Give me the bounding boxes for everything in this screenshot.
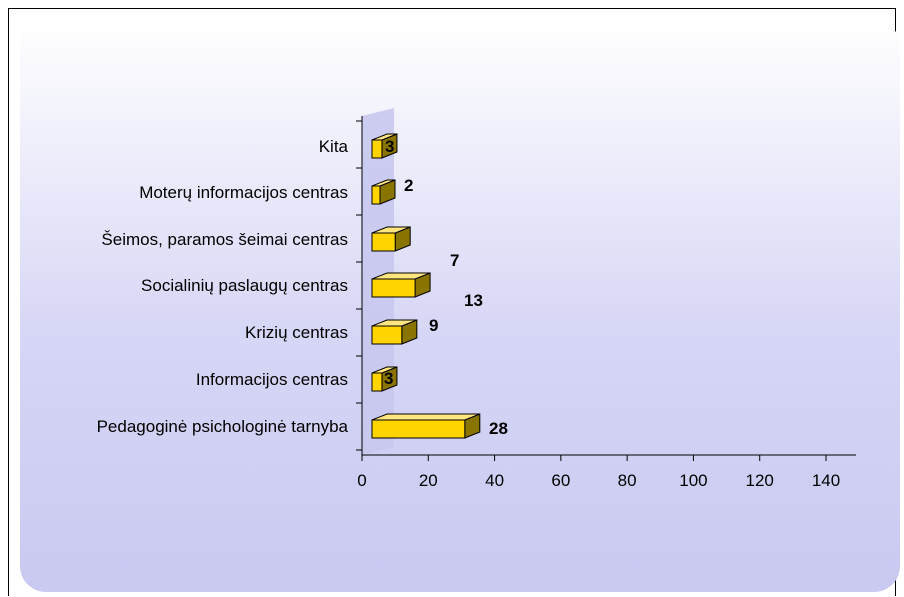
bar bbox=[371, 226, 411, 252]
bar-front bbox=[371, 278, 416, 298]
category-label: Kita bbox=[319, 137, 349, 156]
x-tick-label: 40 bbox=[485, 471, 504, 490]
bar bbox=[371, 133, 398, 159]
plot-background bbox=[20, 20, 900, 592]
data-label: 7 bbox=[450, 251, 459, 270]
category-label: Socialinių paslaugų centras bbox=[141, 276, 348, 295]
labels: Pedagoginė psichologinė tarnyba 28 Informa… bbox=[97, 137, 508, 438]
bar bbox=[371, 319, 418, 345]
data-label: 13 bbox=[464, 291, 483, 310]
category-label: Pedagoginė psichologinė tarnyba bbox=[97, 417, 349, 436]
x-tick-label: 0 bbox=[357, 471, 366, 490]
data-label: 2 bbox=[404, 176, 413, 195]
x-tick-label: 80 bbox=[618, 471, 637, 490]
bar-front bbox=[371, 139, 383, 159]
data-label: 9 bbox=[429, 316, 438, 335]
x-tick-label: 140 bbox=[812, 471, 840, 490]
bar bbox=[371, 272, 431, 298]
bars bbox=[371, 133, 481, 439]
bar-front bbox=[371, 232, 396, 252]
category-label: Moterų informacijos centras bbox=[139, 183, 348, 202]
axes: 0 20 40 60 80 100 120 140 bbox=[356, 116, 856, 490]
category-label: Šeimos, paramos šeimai centras bbox=[101, 230, 348, 249]
data-label: 28 bbox=[489, 419, 508, 438]
bar-front bbox=[371, 419, 466, 439]
bar bbox=[371, 179, 396, 205]
bar-front bbox=[371, 325, 403, 345]
data-label: 3 bbox=[384, 369, 393, 388]
x-tick-label: 120 bbox=[746, 471, 774, 490]
bar bbox=[371, 413, 481, 439]
category-label: Informacijos centras bbox=[196, 370, 348, 389]
x-tick-label: 100 bbox=[679, 471, 707, 490]
bar-top bbox=[371, 413, 480, 421]
bar-front bbox=[371, 372, 383, 392]
bar bbox=[371, 366, 398, 392]
data-label: 3 bbox=[385, 137, 394, 156]
x-tick-label: 60 bbox=[551, 471, 570, 490]
category-label: Krizių centras bbox=[245, 323, 348, 342]
bar-front bbox=[371, 185, 381, 205]
x-tick-label: 20 bbox=[419, 471, 438, 490]
